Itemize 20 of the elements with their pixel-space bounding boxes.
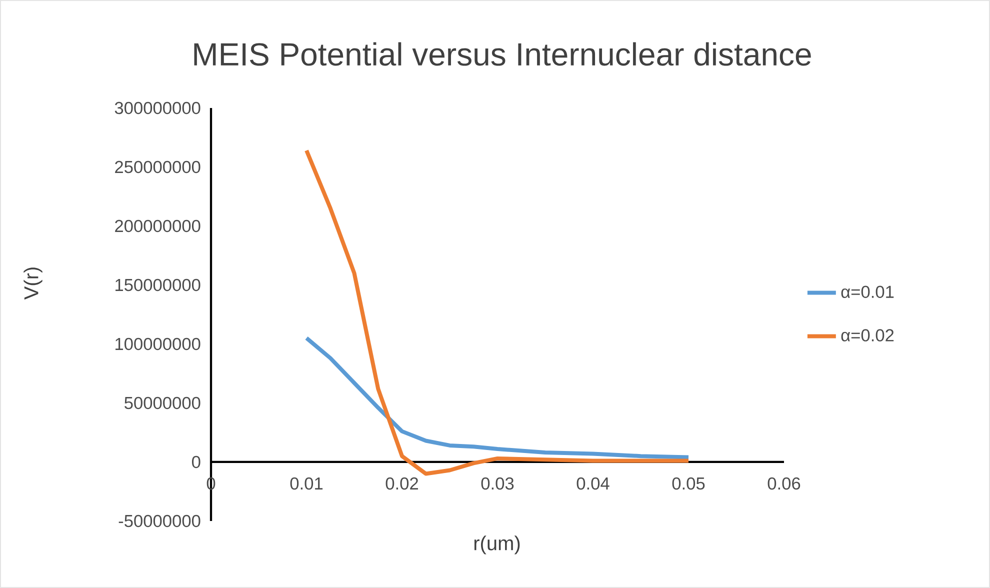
legend-label: α=0.02 — [841, 329, 894, 342]
y-tick-label: 50000000 — [124, 396, 200, 410]
y-tick-label: 100000000 — [116, 338, 200, 350]
y-tick-label: 200000000 — [115, 220, 200, 232]
y-tick-label: 250000000 — [115, 160, 200, 174]
y-tick-label: -50000000 — [118, 514, 200, 528]
x-tick-label: 0.04 — [576, 477, 610, 490]
y-axis-title: V(r) — [24, 268, 42, 300]
line-series — [304, 336, 690, 460]
legend-label: α=0.01 — [841, 286, 894, 298]
y-tick-label: 300000000 — [114, 102, 200, 114]
x-tick-label: 0.05 — [672, 477, 705, 490]
y-tick-label: 0 — [192, 456, 200, 468]
x-tick-label: 0.03 — [481, 477, 514, 490]
x-tick-label: 0.01 — [290, 477, 323, 490]
chart-title: MEIS Potential versus Internuclear distance — [194, 42, 811, 66]
x-tick-label: 0.06 — [768, 477, 800, 490]
y-tick-label: 150000000 — [116, 278, 200, 292]
x-axis-title: r(um) — [474, 536, 520, 554]
x-tick-label: 0.02 — [386, 477, 418, 490]
